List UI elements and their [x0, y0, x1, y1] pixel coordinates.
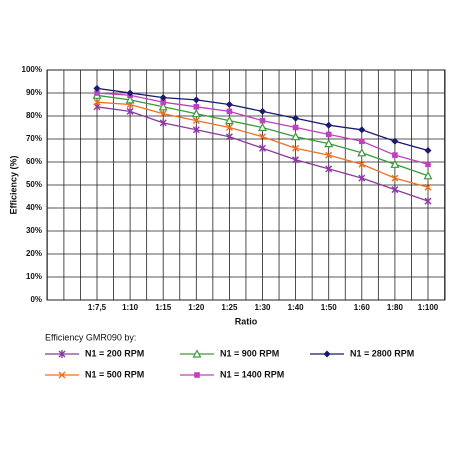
marker	[126, 89, 134, 97]
marker	[390, 159, 400, 168]
marker	[324, 138, 334, 148]
legend-label: N1 = 200 RPM	[85, 348, 144, 358]
legend-marker	[192, 349, 202, 358]
x-tick-label: 1:100	[418, 303, 439, 312]
legend-marker	[194, 372, 200, 378]
marker	[325, 121, 333, 129]
marker	[225, 132, 233, 141]
marker	[424, 147, 432, 154]
marker	[359, 138, 365, 145]
y-tick-label: 0%	[30, 295, 42, 304]
marker	[325, 151, 333, 159]
y-tick-label: 100%	[22, 65, 42, 74]
marker	[291, 131, 301, 141]
y-tick-label: 60%	[26, 157, 42, 166]
marker	[225, 101, 233, 108]
marker	[423, 171, 433, 180]
legend-label: N1 = 900 RPM	[220, 348, 279, 358]
marker	[358, 160, 366, 168]
marker	[192, 125, 200, 134]
y-tick-label: 10%	[26, 272, 42, 281]
legend-title: Efficiency GMR090 by:	[45, 332, 136, 342]
marker	[191, 108, 201, 118]
marker	[225, 124, 233, 131]
marker	[259, 144, 266, 153]
x-axis-label: Ratio	[235, 316, 258, 326]
marker	[292, 144, 300, 152]
y-tick-label: 30%	[26, 226, 42, 235]
marker	[257, 122, 268, 132]
marker	[391, 174, 399, 182]
marker	[325, 131, 332, 138]
marker	[226, 108, 233, 115]
marker	[93, 84, 101, 92]
marker	[192, 117, 200, 125]
x-tick-label: 1:50	[321, 303, 338, 312]
marker	[358, 174, 366, 183]
marker	[159, 94, 167, 102]
marker	[224, 115, 234, 125]
marker	[392, 152, 398, 158]
y-tick-label: 80%	[26, 111, 42, 120]
marker	[193, 104, 200, 110]
marker	[259, 117, 266, 124]
y-tick-label: 70%	[26, 134, 42, 143]
marker	[126, 107, 134, 116]
marker	[292, 114, 300, 122]
x-tick-label: 1:60	[354, 303, 371, 312]
marker	[158, 102, 168, 111]
marker	[93, 98, 101, 106]
x-tick-label: 1:25	[221, 303, 238, 312]
marker	[424, 197, 432, 206]
x-tick-label: 1:10	[122, 303, 139, 312]
marker	[125, 95, 135, 104]
marker	[259, 133, 266, 141]
y-tick-label: 20%	[26, 249, 42, 258]
marker	[292, 155, 300, 164]
y-axis-label: Efficiency (%)	[8, 155, 18, 214]
x-tick-label: 1:20	[188, 303, 205, 312]
marker	[159, 118, 167, 127]
y-tick-label: 50%	[26, 180, 42, 189]
marker	[325, 164, 333, 173]
marker	[259, 107, 266, 115]
legend-label: N1 = 2800 RPM	[350, 348, 414, 358]
x-tick-label: 1:7,5	[88, 303, 107, 312]
plot-frame	[46, 69, 446, 301]
legend-marker	[58, 371, 66, 379]
legend-marker	[323, 350, 331, 358]
x-tick-label: 1:80	[387, 303, 404, 312]
marker	[425, 161, 431, 168]
marker	[357, 148, 367, 157]
y-tick-label: 90%	[26, 88, 42, 97]
marker	[424, 183, 432, 191]
y-tick-label: 40%	[26, 203, 42, 212]
marker	[159, 110, 167, 118]
marker	[94, 90, 100, 96]
marker	[391, 137, 399, 145]
x-tick-label: 1:15	[155, 303, 172, 312]
marker	[292, 124, 299, 131]
x-tick-label: 1:40	[288, 303, 305, 312]
marker	[391, 185, 399, 194]
marker	[192, 96, 200, 104]
x-tick-label: 1:30	[254, 303, 271, 312]
marker	[160, 99, 166, 105]
marker	[358, 126, 366, 134]
legend-marker	[58, 350, 66, 358]
legend-label: N1 = 500 RPM	[85, 369, 144, 379]
legend-label: N1 = 1400 RPM	[220, 369, 284, 379]
